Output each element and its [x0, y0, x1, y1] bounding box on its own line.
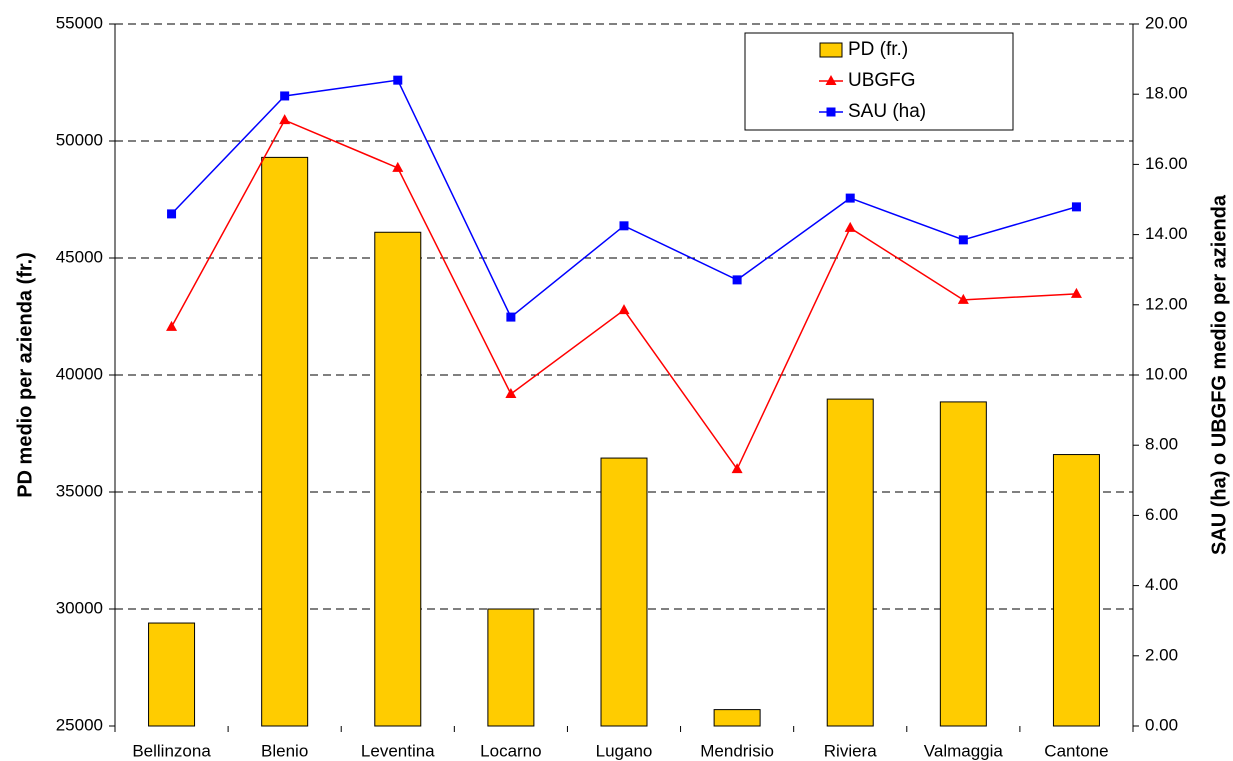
marker	[844, 221, 856, 232]
marker	[506, 312, 516, 322]
marker	[1070, 287, 1082, 298]
y2-tick-label: 0.00	[1145, 715, 1178, 734]
x-tick-label: Mendrisio	[700, 741, 774, 760]
y2-tick-label: 2.00	[1145, 645, 1178, 664]
y-tick-label: 40000	[56, 364, 103, 383]
y-tick-label: 35000	[56, 481, 103, 500]
legend	[744, 32, 1014, 131]
legend-marker	[826, 107, 836, 117]
marker	[279, 114, 291, 125]
y2-tick-label: 20.00	[1145, 13, 1188, 32]
marker	[732, 275, 742, 285]
x-tick-label: Bellinzona	[132, 741, 211, 760]
y2-tick-label: 18.00	[1145, 84, 1188, 103]
y2-axis-title: SAU (ha) o UBGFG medio per azienda	[1208, 194, 1230, 555]
legend-label: PD (fr.)	[848, 39, 908, 60]
x-tick-label: Cantone	[1044, 741, 1108, 760]
y2-tick-label: 12.00	[1145, 294, 1188, 313]
legend-swatch	[819, 42, 843, 58]
bar	[487, 608, 535, 727]
y-tick-label: 25000	[56, 715, 103, 734]
y2-tick-label: 14.00	[1145, 224, 1188, 243]
marker	[619, 221, 629, 231]
bar	[600, 457, 648, 727]
legend-label: UBGFG	[848, 70, 916, 91]
bar	[261, 156, 309, 727]
y-tick-label: 55000	[56, 13, 103, 32]
x-tick-label: Leventina	[361, 741, 435, 760]
y-tick-label: 50000	[56, 130, 103, 149]
marker	[280, 91, 290, 101]
marker	[958, 235, 968, 245]
legend-label: SAU (ha)	[848, 101, 926, 122]
marker	[166, 320, 178, 331]
y2-tick-label: 16.00	[1145, 154, 1188, 173]
marker	[392, 161, 404, 172]
marker	[957, 293, 969, 304]
y2-tick-label: 8.00	[1145, 435, 1178, 454]
y2-tick-label: 4.00	[1145, 575, 1178, 594]
x-tick-label: Blenio	[261, 741, 308, 760]
marker	[393, 75, 403, 85]
x-tick-label: Valmaggia	[924, 741, 1004, 760]
x-tick-label: Lugano	[596, 741, 653, 760]
y-tick-label: 30000	[56, 598, 103, 617]
bar	[148, 622, 196, 727]
x-tick-label: Riviera	[824, 741, 877, 760]
y2-tick-label: 10.00	[1145, 364, 1188, 383]
bar	[939, 401, 987, 727]
x-tick-label: Locarno	[480, 741, 541, 760]
bar	[826, 398, 874, 727]
marker	[1071, 202, 1081, 212]
marker	[618, 304, 630, 315]
y2-tick-label: 6.00	[1145, 505, 1178, 524]
marker	[505, 387, 517, 398]
marker	[167, 209, 177, 219]
y-axis-title: PD medio per azienda (fr.)	[14, 252, 36, 498]
marker	[731, 463, 743, 474]
bar	[713, 709, 761, 727]
bar	[1052, 454, 1100, 727]
legend-marker	[825, 75, 837, 85]
marker	[845, 193, 855, 203]
bar	[374, 231, 422, 727]
y-tick-label: 45000	[56, 247, 103, 266]
